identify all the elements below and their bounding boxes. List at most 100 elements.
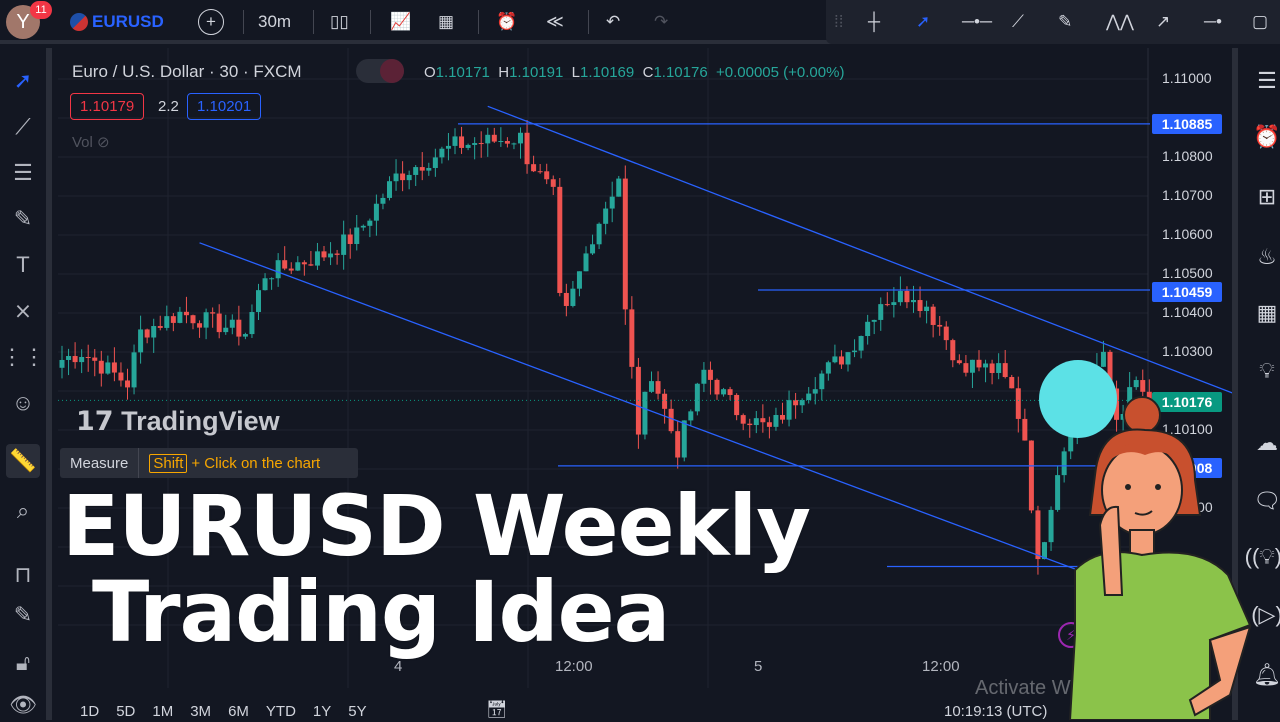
path-icon[interactable]: ⋀⋀ [1106, 12, 1134, 31]
watchlist-icon[interactable]: ☰ [1257, 68, 1277, 93]
price-chart[interactable] [58, 48, 1232, 720]
range-1y[interactable]: 1Y [312, 703, 332, 720]
candle-body [223, 327, 229, 333]
date-range-icon[interactable]: 📅︎ [486, 700, 508, 719]
time-label: 12:00 [922, 658, 960, 675]
volume-label: Vol ⊘ [72, 133, 110, 151]
price-tag-current: 1.10176 [1152, 392, 1222, 412]
candle-body [753, 418, 759, 426]
range-6m[interactable]: 6M [228, 703, 249, 720]
candle-body [262, 278, 268, 291]
sell-button[interactable]: 1.10179 [70, 93, 145, 120]
price-tick: 1.10300 [1162, 343, 1213, 359]
drag-handle-icon[interactable]: ⁞⁞ [834, 12, 844, 31]
fullscreen-icon[interactable]: ▢ [1252, 12, 1269, 31]
price-tick: 1.10600 [1162, 226, 1213, 242]
ideas-icon[interactable]: 💡︎ [1259, 358, 1275, 383]
range-1d[interactable]: 1D [80, 703, 100, 720]
interval-button[interactable]: 30m [258, 12, 292, 31]
range-ytd[interactable]: YTD [265, 703, 296, 720]
trend-line-icon[interactable]: ⟋ [15, 114, 31, 139]
alert-icon[interactable]: ⏰ [496, 12, 518, 31]
lock-drawings-icon[interactable]: ✎ [13, 602, 33, 627]
trend-line-icon[interactable]: ⟋ [1012, 12, 1024, 31]
candle-body [341, 234, 347, 255]
cursor-icon[interactable]: ➚ [13, 68, 33, 93]
messages-icon[interactable]: 🗨︎ [1253, 488, 1280, 513]
shift-key: Shift [149, 453, 188, 473]
price-tag-level: 1.10459 [1152, 282, 1222, 302]
streams-icon[interactable]: ((💡︎)) [1244, 544, 1280, 569]
candle-body [721, 389, 727, 395]
indicators-icon[interactable]: 📈 [390, 12, 412, 31]
candle-body [373, 203, 379, 221]
candle-body [799, 400, 805, 406]
range-3m[interactable]: 3M [190, 703, 212, 720]
candle-body [622, 178, 628, 310]
compare-button[interactable]: + [198, 9, 224, 35]
text-icon[interactable]: T [16, 252, 30, 277]
range-5y[interactable]: 5Y [348, 703, 367, 720]
alert-icon[interactable]: ⏰ [1253, 124, 1280, 149]
eye-hidden-icon[interactable]: ⊘ [97, 134, 110, 151]
candle-body [354, 227, 360, 244]
divider [313, 10, 314, 34]
price-tick: 1.11000 [1162, 70, 1212, 86]
magnet-icon[interactable]: ⊓ [14, 562, 32, 587]
notification-bell-icon[interactable]: 🔔︎ [1253, 662, 1280, 687]
candle-body [524, 132, 530, 165]
undo-icon[interactable]: ↶ [606, 12, 621, 31]
emoji-icon[interactable]: ☺ [11, 390, 35, 415]
redo-icon[interactable]: ↷ [654, 12, 669, 31]
ruler-icon[interactable]: 📏 [6, 444, 40, 478]
candle-body [570, 288, 576, 306]
pattern-icon[interactable]: ⨯ [13, 298, 33, 323]
candle-body [125, 380, 130, 388]
range-5d[interactable]: 5D [116, 703, 136, 720]
prediction-icon[interactable]: ⋮⋮ [1, 344, 45, 369]
horizontal-line-icon[interactable]: ─•─ [962, 12, 993, 31]
cursor-icon[interactable]: ➚ [916, 12, 931, 31]
object-tree-icon[interactable]: ⊞ [1257, 184, 1277, 209]
brush-icon[interactable]: ✎ [13, 206, 33, 231]
layout-icon[interactable]: ▦ [438, 12, 455, 31]
tradingview-logo-icon: 𝟭𝟳 [76, 406, 114, 436]
candle-body [334, 253, 340, 255]
candle-body [557, 186, 563, 293]
top-toolbar: Y 11 EURUSD + 30m ▯▯ 📈 ▦ ⏰ ≪ ↶ ↷ ⁞⁞ ┼ ➚ … [0, 0, 1280, 44]
candle-body [897, 290, 903, 303]
candle-body [884, 304, 890, 306]
calendar-icon[interactable]: ▦ [1256, 300, 1278, 325]
candle-body [360, 225, 366, 228]
candle-body [387, 181, 392, 198]
channel-lower-line [199, 242, 1163, 603]
fib-icon[interactable]: ☰ [13, 160, 33, 185]
replay-icon[interactable]: ≪ [546, 12, 564, 31]
symbol-search[interactable]: EURUSD [70, 8, 164, 36]
candle-body [1048, 509, 1054, 543]
candle-body [66, 356, 72, 360]
channel-upper-line [487, 105, 1232, 394]
arrow-icon[interactable]: ↗ [1156, 12, 1171, 31]
legend-toggle[interactable] [356, 59, 404, 83]
chats-icon[interactable]: ☁ [1256, 430, 1278, 455]
time-label: 4 [394, 658, 403, 675]
divider [588, 10, 589, 34]
lock-icon[interactable]: 🔓︎ [15, 650, 31, 675]
price-tag-level: 1.10885 [1152, 114, 1222, 134]
ray-icon[interactable]: ─• [1204, 12, 1222, 31]
zoom-icon[interactable]: ⌕ [16, 498, 30, 523]
candle-body [439, 148, 445, 158]
buy-button[interactable]: 1.10201 [187, 93, 262, 120]
eye-icon[interactable]: 👁︎ [9, 692, 37, 717]
left-drawing-toolbar: ➚ ⟋ ☰ ✎ T ⨯ ⋮⋮ ☺ 📏 ⌕ ⊓ ✎ 🔓︎ 👁︎ [0, 48, 52, 720]
brush-icon[interactable]: ✎ [1058, 12, 1073, 31]
flag-dot [380, 59, 404, 83]
play-icon[interactable]: (▷) [1251, 602, 1280, 627]
candle-body [1022, 418, 1028, 441]
hotlist-icon[interactable]: ♨ [1257, 244, 1277, 269]
candles-icon[interactable]: ▯▯ [330, 12, 349, 31]
candle-body [1133, 380, 1139, 388]
crosshair-icon[interactable]: ┼ [868, 12, 881, 31]
range-1m[interactable]: 1M [152, 703, 174, 720]
